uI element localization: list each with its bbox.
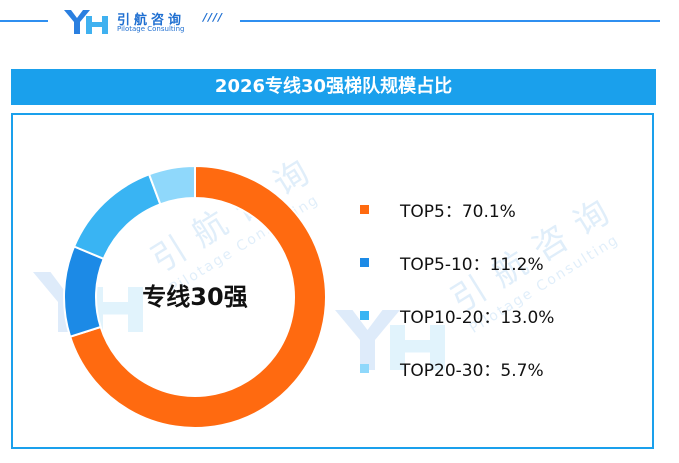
header-slashes: //// (203, 11, 224, 24)
header-line-right (240, 20, 660, 22)
logo-icon (64, 10, 108, 34)
legend-swatch (360, 363, 369, 373)
legend-item: TOP20-30：5.7% (360, 355, 554, 381)
donut-chart: 专线30强 (63, 164, 327, 429)
donut-slice-top5-10 (63, 245, 105, 338)
logo-text-cn: 引航咨询 (117, 13, 186, 28)
legend-item: TOP5-10：11.2% (360, 249, 554, 275)
donut-center-label: 专线30强 (142, 283, 247, 311)
legend-swatch (360, 257, 369, 267)
legend-label: TOP10-20：13.0% (400, 307, 555, 328)
legend-swatch (360, 310, 369, 320)
legend-label: TOP20-30：5.7% (400, 360, 544, 381)
legend-swatch (360, 204, 369, 214)
legend-label: TOP5：70.1% (400, 201, 516, 222)
donut-slice-top20-30 (147, 164, 196, 206)
legend-item: TOP10-20：13.0% (360, 302, 554, 328)
donut-slice-top10-20 (72, 173, 162, 261)
chart-title: 2026专线30强梯队规模占比 (11, 69, 656, 105)
legend-label: TOP5-10：11.2% (400, 254, 544, 275)
chart-legend: TOP5：70.1% TOP5-10：11.2% TOP10-20：13.0% … (360, 196, 554, 408)
header-line-left (0, 20, 48, 22)
donut-slice-top5 (68, 164, 327, 429)
logo-text-en: Pilotage Consulting (117, 25, 185, 33)
legend-item: TOP5：70.1% (360, 196, 554, 222)
